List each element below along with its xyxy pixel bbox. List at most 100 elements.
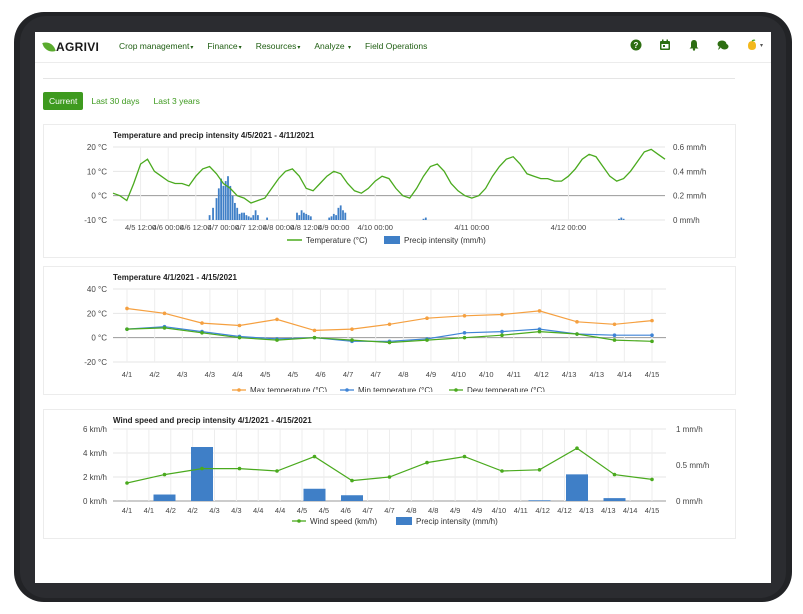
x-tick-label: 4/10: [492, 506, 507, 515]
x-tick-label: 4/5: [288, 370, 298, 379]
precip-bar: [332, 213, 335, 220]
precip-bar: [330, 216, 333, 220]
x-tick-label: 4/8 12:00: [291, 223, 322, 232]
divider: [43, 78, 735, 79]
precip-bar: [245, 215, 248, 220]
header-icons: ? ▾: [630, 39, 763, 51]
app-screen: AGRIVI Crop management▾ Finance▾ Resourc…: [35, 32, 771, 583]
data-point: [462, 331, 467, 335]
data-point: [537, 468, 542, 472]
legend-label: Dew temperature (°C): [467, 386, 545, 392]
help-icon[interactable]: ?: [630, 39, 642, 51]
user-menu[interactable]: ▾: [746, 39, 763, 51]
x-tick-label: 4/5: [297, 506, 307, 515]
data-point: [650, 339, 654, 344]
nav-label: Finance: [207, 41, 238, 51]
nav-finance[interactable]: Finance▾: [207, 41, 241, 51]
data-point: [162, 311, 167, 316]
data-point: [425, 316, 429, 320]
data-point: [162, 472, 167, 477]
x-tick-label: 4/2: [149, 370, 159, 379]
legend-label: Wind speed (km/h): [310, 517, 377, 526]
temperature-range-panel: Temperature 4/1/2021 - 4/15/2021 40 °C 20…: [43, 266, 736, 395]
x-tick-label: 4/8 00:00: [263, 223, 294, 232]
x-tick-label: 4/3: [209, 506, 219, 515]
precip-bar: [191, 447, 213, 501]
nav-label: Field Operations: [364, 41, 428, 51]
legend-marker: [454, 388, 458, 392]
y-tick-label: -10 °C: [84, 216, 107, 225]
logo-text: AGRIVI: [56, 40, 100, 54]
x-tick-label: 4/3: [205, 370, 215, 379]
data-point: [350, 338, 354, 342]
svg-text:?: ?: [634, 41, 639, 50]
caret-down-icon: ▾: [759, 42, 763, 49]
x-tick-label: 4/2: [187, 506, 197, 515]
tab-current[interactable]: Current: [43, 92, 84, 110]
x-tick-label: 4/7: [362, 506, 372, 515]
caret-down-icon: ▾: [190, 45, 194, 51]
precip-bar: [266, 217, 268, 220]
x-tick-label: 4/2: [166, 506, 176, 515]
data-point: [425, 338, 429, 342]
x-tick-label: 4/12: [535, 506, 550, 515]
data-point: [200, 331, 204, 335]
chat-icon[interactable]: [717, 39, 729, 51]
y-tick-label: -20 °C: [84, 358, 107, 367]
precip-bar: [229, 185, 232, 220]
bell-icon[interactable]: [688, 39, 700, 51]
x-tick-label: 4/6: [341, 506, 351, 515]
precip-bar: [341, 495, 363, 501]
y-tick-label: 0 km/h: [83, 497, 107, 506]
calendar-icon[interactable]: [659, 39, 671, 51]
precip-bar: [305, 213, 308, 220]
y-tick-label: 10 °C: [87, 167, 107, 176]
data-point: [237, 323, 242, 328]
x-tick-label: 4/1: [144, 506, 154, 515]
nav-field-operations[interactable]: Field Operations: [365, 41, 427, 51]
y-tick-label: 0 °C: [91, 334, 107, 343]
precip-bar: [240, 212, 243, 220]
x-tick-label: 4/8: [398, 370, 408, 379]
precip-bar: [622, 218, 625, 220]
x-tick-label: 4/15: [645, 506, 660, 515]
data-point: [500, 333, 504, 338]
x-tick-label: 4/12 00:00: [551, 223, 586, 232]
precip-bar: [220, 178, 222, 220]
x-tick-label: 4/5: [319, 506, 329, 515]
precip-bar: [298, 215, 301, 220]
data-point: [162, 326, 167, 330]
precip-bar: [566, 474, 588, 501]
data-point: [500, 469, 504, 473]
data-point: [125, 481, 129, 485]
x-tick-label: 4/7 00:00: [208, 223, 239, 232]
precip-bar: [252, 215, 255, 220]
nav-analyze[interactable]: Analyze ▾: [314, 41, 351, 51]
precip-bar: [247, 216, 250, 220]
precip-bar: [307, 215, 310, 220]
data-point: [125, 327, 129, 331]
nav-crop-management[interactable]: Crop management▾: [119, 41, 193, 51]
y2-tick-label: 0 mm/h: [673, 216, 700, 225]
legend-swatch-precip: [384, 236, 400, 244]
x-tick-label: 4/6: [315, 370, 325, 379]
y2-tick-label: 0.4 mm/h: [673, 167, 706, 176]
x-tick-label: 4/1: [122, 506, 132, 515]
x-tick-label: 4/11 00:00: [454, 223, 489, 232]
temperature-precip-weekly-panel: Temperature and precip intensity 4/5/202…: [43, 124, 736, 258]
x-tick-label: 4/7: [370, 370, 380, 379]
data-point: [537, 329, 542, 334]
precip-bar: [328, 217, 331, 220]
y2-tick-label: 0.5 mm/h: [676, 461, 709, 470]
precip-bar: [254, 210, 257, 220]
period-tabs: Current Last 30 days Last 3 years: [43, 92, 208, 110]
x-tick-label: 4/4: [232, 370, 242, 379]
tab-last-3-years[interactable]: Last 3 years: [153, 96, 200, 106]
x-tick-label: 4/1: [122, 370, 132, 379]
precip-bar: [618, 218, 620, 220]
tab-last-30-days[interactable]: Last 30 days: [91, 96, 140, 106]
agrivi-logo[interactable]: AGRIVI: [42, 38, 100, 56]
nav-resources[interactable]: Resources▾: [256, 41, 301, 51]
precip-bar: [603, 498, 626, 501]
legend-label: Temperature (°C): [306, 236, 368, 245]
